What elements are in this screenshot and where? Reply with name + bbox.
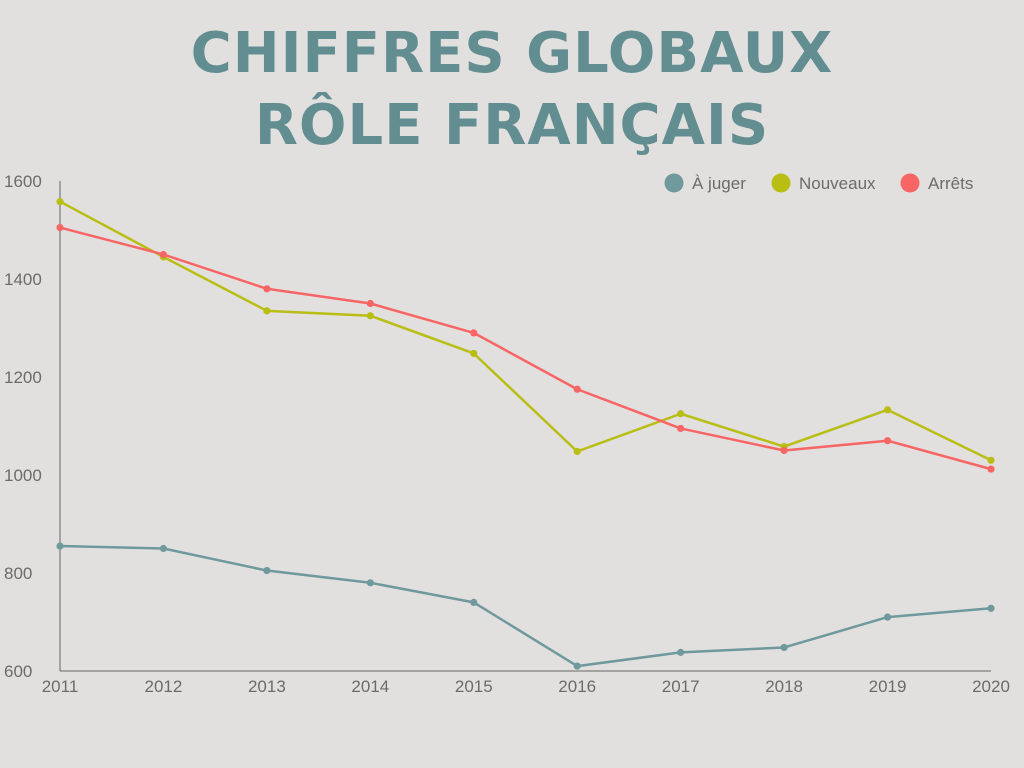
data-point xyxy=(573,662,581,670)
y-tick-label: 1200 xyxy=(4,368,42,387)
legend-marker xyxy=(771,173,791,193)
legend-label: À juger xyxy=(692,174,746,193)
data-point xyxy=(573,447,581,456)
data-point xyxy=(159,250,168,259)
y-tick-label: 600 xyxy=(4,662,32,681)
data-point xyxy=(677,410,685,418)
data-point xyxy=(159,544,168,553)
series-line xyxy=(59,226,992,471)
data-point xyxy=(56,197,64,206)
data-point xyxy=(56,223,64,232)
chart-title-line-1: CHIFFRES GLOBAUX xyxy=(190,21,834,86)
data-point xyxy=(263,307,271,315)
legend-item: Nouveaux xyxy=(771,173,876,193)
chart-axes: 600 800 1000 1200 1400 1600 2011 2012 2013 2014 20… xyxy=(4,172,1010,696)
series-2 xyxy=(56,223,995,473)
y-tick-label: 800 xyxy=(4,564,32,583)
data-point xyxy=(987,604,995,612)
legend-marker xyxy=(664,173,684,193)
data-point xyxy=(987,465,995,473)
data-point xyxy=(883,613,892,621)
data-point xyxy=(677,648,685,656)
data-point xyxy=(780,643,788,652)
data-point xyxy=(366,579,374,587)
y-tick-label: 1600 xyxy=(4,172,42,191)
data-point xyxy=(366,312,374,320)
y-tick-label: 1400 xyxy=(4,270,42,289)
data-point xyxy=(780,446,788,455)
x-tick-label: 2017 xyxy=(662,677,700,696)
legend-label: Arrêts xyxy=(928,174,973,193)
data-point xyxy=(470,349,478,358)
x-tick-label: 2013 xyxy=(248,677,286,696)
x-tick-label: 2020 xyxy=(972,677,1010,696)
data-point xyxy=(883,406,892,414)
series-0 xyxy=(56,542,995,670)
legend-item: Arrêts xyxy=(900,173,973,193)
x-tick-label: 2014 xyxy=(351,677,389,696)
legend-item: À juger xyxy=(664,173,746,193)
data-point xyxy=(470,329,478,337)
x-tick-label: 2012 xyxy=(145,677,183,696)
data-point xyxy=(263,285,271,293)
data-point xyxy=(470,598,478,607)
legend-label: Nouveaux xyxy=(799,174,876,193)
chart-series-layer xyxy=(56,197,995,670)
data-point xyxy=(263,566,271,575)
x-tick-label: 2019 xyxy=(869,677,907,696)
chart-title: CHIFFRES GLOBAUX RÔLE FRANÇAIS xyxy=(0,18,1024,162)
x-tick-label: 2015 xyxy=(455,677,493,696)
data-point xyxy=(677,424,685,433)
series-line xyxy=(59,200,992,462)
x-tick-label: 2016 xyxy=(558,677,596,696)
series-1 xyxy=(56,197,995,464)
data-point xyxy=(366,299,374,308)
x-tick-label: 2011 xyxy=(42,677,79,696)
series-line xyxy=(59,544,992,668)
chart-title-line-2: RÔLE FRANÇAIS xyxy=(254,93,770,158)
data-point xyxy=(573,385,581,393)
data-point xyxy=(56,542,64,550)
data-point xyxy=(987,456,995,464)
data-point xyxy=(883,437,892,445)
chart-legend: À juger Nouveaux Arrêts xyxy=(664,173,973,193)
x-tick-label: 2018 xyxy=(765,677,803,696)
y-tick-label: 1000 xyxy=(4,466,42,485)
legend-marker xyxy=(900,173,920,193)
